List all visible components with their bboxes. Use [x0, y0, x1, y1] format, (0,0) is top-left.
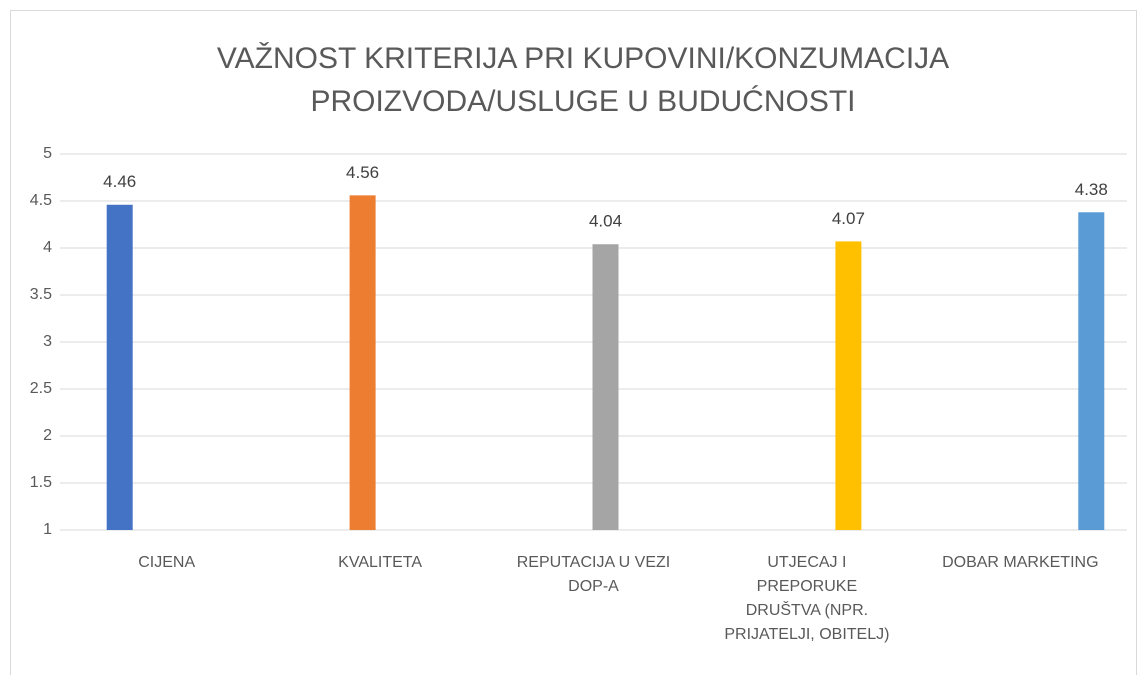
y-tick-label: 3.5: [30, 286, 52, 303]
chart-border: [10, 10, 1137, 675]
y-tick-label: 1.5: [30, 474, 52, 491]
y-tick-label: 2: [43, 427, 52, 444]
x-tick-label: CIJENA: [138, 554, 195, 571]
x-tick-label: KVALITETA: [338, 554, 422, 571]
y-tick-label: 4.5: [30, 192, 52, 209]
value-label: 4.07: [832, 209, 865, 228]
bar: [106, 204, 133, 530]
value-label: 4.38: [1075, 180, 1108, 199]
y-tick-label: 5: [43, 145, 52, 162]
y-tick-label: 3: [43, 333, 52, 350]
bar: [349, 195, 376, 531]
y-tick-label: 2.5: [30, 380, 52, 397]
chart-title: VAŽNOST KRITERIJA PRI KUPOVINI/KONZUMACI…: [217, 42, 949, 118]
y-tick-label: 4: [43, 239, 52, 256]
value-label: 4.56: [346, 163, 379, 182]
value-label: 4.04: [589, 212, 622, 231]
x-tick-label: UTJECAJ I PREPORUKE DRUŠTVA (NPR. PRIJATELJ…: [724, 554, 889, 643]
x-tick-label: REPUTACIJA U VEZI DOP-A: [517, 554, 671, 595]
x-tick-label: DOBAR MARKETING: [942, 554, 1098, 571]
y-tick-label: 1: [43, 521, 52, 538]
value-label: 4.46: [103, 172, 136, 191]
bar: [592, 244, 619, 531]
bar: [1078, 212, 1105, 530]
bar: [835, 241, 862, 531]
